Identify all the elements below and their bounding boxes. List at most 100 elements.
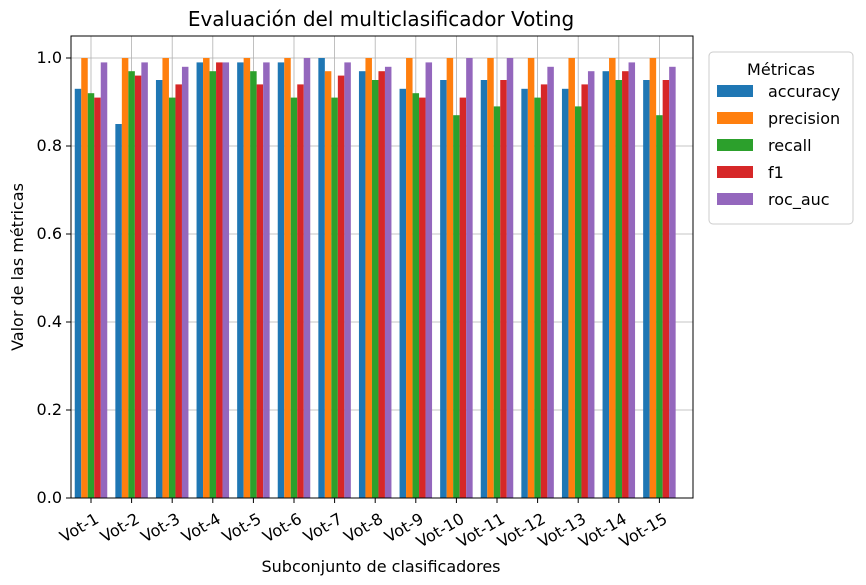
bar-recall-vot-8 bbox=[371, 80, 379, 498]
y-tick-label: 0.0 bbox=[37, 488, 62, 507]
bar-f1-vot-11 bbox=[500, 80, 507, 498]
bar-f1-vot-5 bbox=[256, 84, 264, 499]
bar-f1-vot-8 bbox=[378, 71, 385, 498]
bar-roc_auc-vot-8 bbox=[384, 66, 392, 499]
bar-roc_auc-vot-4 bbox=[222, 62, 230, 499]
bar-accuracy-vot-4 bbox=[196, 62, 204, 499]
legend-swatch-f1 bbox=[717, 166, 753, 178]
legend-swatch-precision bbox=[717, 112, 753, 124]
bar-precision-vot-9 bbox=[406, 58, 413, 498]
chart-title: Evaluación del multiclasificador Voting bbox=[188, 7, 574, 31]
y-tick-label: 0.8 bbox=[37, 136, 62, 155]
bar-recall-vot-2 bbox=[128, 71, 135, 498]
x-tick-label: Vot-15 bbox=[616, 509, 670, 551]
bar-f1-vot-12 bbox=[540, 84, 548, 499]
bar-f1-vot-3 bbox=[175, 84, 182, 499]
y-axis-ticks: 0.0 0.2 0.4 0.6 0.8 1.0 bbox=[37, 48, 71, 507]
legend-swatch-accuracy bbox=[717, 85, 753, 97]
bar-recall-vot-10 bbox=[453, 115, 460, 498]
bar-accuracy-vot-11 bbox=[480, 80, 488, 498]
x-tick-label: Vot-2 bbox=[97, 509, 143, 546]
bar-recall-vot-1 bbox=[87, 93, 95, 498]
bar-precision-vot-12 bbox=[527, 58, 535, 498]
bar-precision-vot-5 bbox=[243, 58, 251, 498]
x-tick-label: Vot-4 bbox=[178, 509, 224, 546]
bar-accuracy-vot-2 bbox=[115, 124, 122, 498]
bar-f1-vot-13 bbox=[581, 84, 588, 499]
bar-accuracy-vot-12 bbox=[521, 88, 528, 499]
legend-swatch-recall bbox=[717, 139, 753, 151]
bar-f1-vot-4 bbox=[216, 62, 223, 499]
plot-area-frame bbox=[70, 35, 694, 499]
bar-precision-vot-6 bbox=[284, 58, 291, 498]
bar-accuracy-vot-9 bbox=[399, 88, 407, 499]
bar-roc_auc-vot-7 bbox=[344, 62, 351, 499]
bar-precision-vot-3 bbox=[162, 58, 169, 498]
legend-swatch-roc_auc bbox=[717, 193, 753, 205]
y-tick-label: 0.6 bbox=[37, 224, 62, 243]
x-tick-label: Vot-3 bbox=[138, 509, 184, 546]
bar-recall-vot-15 bbox=[656, 115, 663, 498]
legend-label-f1: f1 bbox=[768, 163, 784, 182]
bar-accuracy-vot-6 bbox=[277, 62, 285, 499]
bar-accuracy-vot-1 bbox=[74, 88, 82, 499]
bar-accuracy-vot-3 bbox=[155, 80, 163, 498]
y-tick-label: 0.2 bbox=[37, 400, 62, 419]
bar-recall-vot-14 bbox=[615, 80, 623, 498]
y-tick-label: 0.4 bbox=[37, 312, 62, 331]
bar-recall-vot-4 bbox=[209, 71, 217, 498]
bar-roc_auc-vot-15 bbox=[669, 66, 676, 499]
bar-f1-vot-9 bbox=[419, 97, 426, 498]
bar-recall-vot-13 bbox=[574, 106, 582, 499]
bar-precision-vot-1 bbox=[81, 58, 88, 498]
legend-items: accuracy precision recall f1 roc_auc bbox=[717, 82, 840, 210]
bar-roc_auc-vot-11 bbox=[506, 58, 514, 498]
y-axis-label: Valor de las métricas bbox=[8, 183, 27, 351]
bar-precision-vot-2 bbox=[121, 58, 129, 498]
bar-accuracy-vot-7 bbox=[318, 58, 325, 498]
x-tick-label: Vot-7 bbox=[300, 509, 346, 546]
bar-accuracy-vot-13 bbox=[561, 88, 569, 499]
legend: Métricas accuracy precision recall f1 roc_au… bbox=[708, 51, 854, 225]
bar-precision-vot-8 bbox=[365, 58, 372, 498]
x-tick-label: Vot-8 bbox=[341, 509, 387, 546]
bar-precision-vot-11 bbox=[487, 58, 494, 498]
bar-recall-vot-12 bbox=[534, 97, 541, 498]
bar-f1-vot-6 bbox=[297, 84, 304, 499]
bar-f1-vot-15 bbox=[662, 80, 670, 498]
bar-accuracy-vot-10 bbox=[440, 80, 447, 498]
legend-title: Métricas bbox=[747, 60, 815, 79]
bar-f1-vot-14 bbox=[622, 71, 629, 498]
legend-label-precision: precision bbox=[768, 109, 840, 128]
bar-precision-vot-10 bbox=[446, 58, 454, 498]
bar-roc_auc-vot-12 bbox=[547, 66, 554, 499]
bar-roc_auc-vot-6 bbox=[303, 58, 311, 498]
bar-roc_auc-vot-5 bbox=[263, 62, 270, 499]
bar-precision-vot-14 bbox=[609, 58, 616, 498]
x-tick-label: Vot-5 bbox=[219, 509, 265, 546]
legend-label-recall: recall bbox=[768, 136, 812, 155]
bar-recall-vot-11 bbox=[493, 106, 501, 499]
bar-accuracy-vot-15 bbox=[643, 80, 650, 498]
bar-recall-vot-9 bbox=[412, 93, 420, 498]
bar-accuracy-vot-8 bbox=[358, 71, 366, 498]
bar-accuracy-vot-5 bbox=[237, 62, 244, 499]
bar-f1-vot-2 bbox=[134, 75, 142, 498]
bar-recall-vot-6 bbox=[290, 97, 298, 498]
y-tick-label: 1.0 bbox=[37, 48, 62, 67]
bars bbox=[74, 58, 676, 499]
x-tick-label: Vot-1 bbox=[56, 509, 102, 546]
legend-label-accuracy: accuracy bbox=[768, 82, 840, 101]
bar-precision-vot-4 bbox=[203, 58, 210, 498]
bar-accuracy-vot-14 bbox=[602, 71, 610, 498]
legend-label-roc_auc: roc_auc bbox=[768, 190, 830, 210]
bar-f1-vot-7 bbox=[337, 75, 345, 498]
bar-roc_auc-vot-10 bbox=[466, 58, 473, 498]
bar-roc_auc-vot-13 bbox=[587, 71, 595, 498]
bar-roc_auc-vot-2 bbox=[141, 62, 148, 499]
x-axis-label: Subconjunto de clasificadores bbox=[262, 557, 501, 576]
bar-precision-vot-15 bbox=[649, 58, 657, 498]
bar-f1-vot-1 bbox=[94, 97, 101, 498]
bar-recall-vot-5 bbox=[250, 71, 257, 498]
